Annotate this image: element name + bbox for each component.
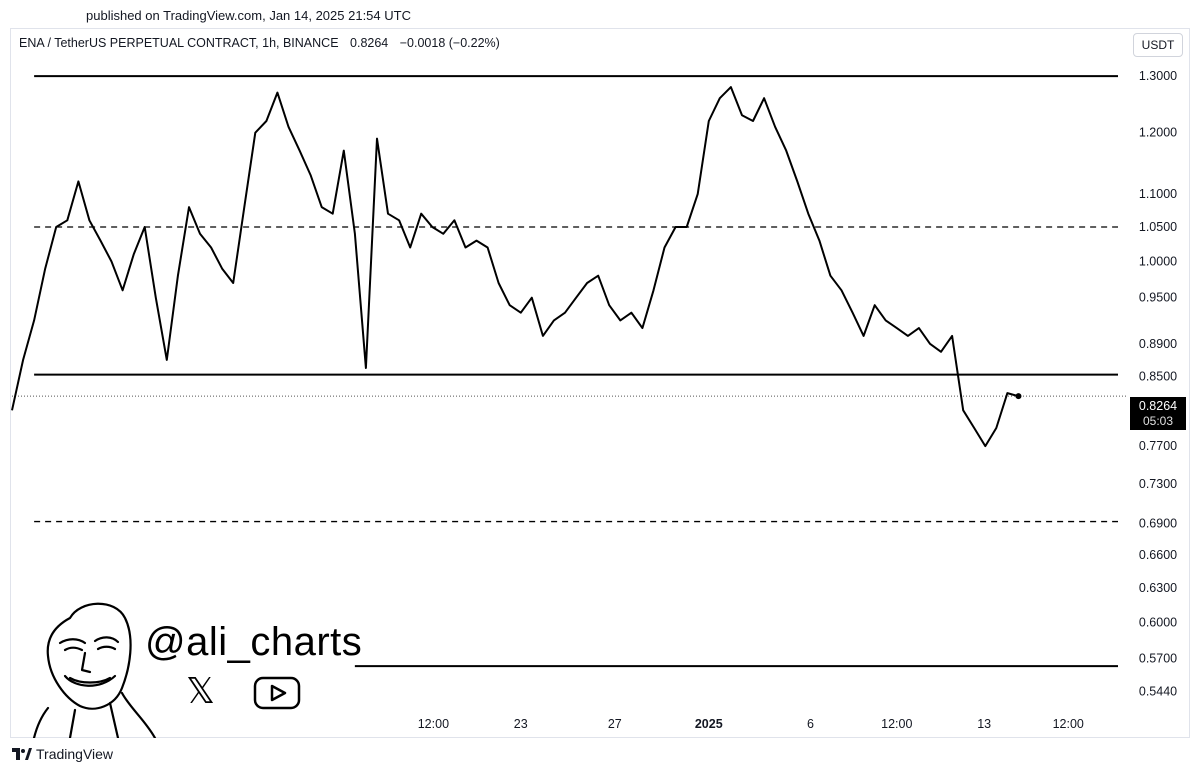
symbol-info: ENA / TetherUS PERPETUAL CONTRACT, 1h, B… xyxy=(19,36,508,50)
y-tick-label: 1.0500 xyxy=(1139,220,1177,234)
youtube-icon[interactable] xyxy=(253,676,301,710)
tradingview-footer[interactable]: TradingView xyxy=(12,746,113,762)
y-tick-label: 0.6000 xyxy=(1139,615,1177,629)
symbol-title[interactable]: ENA / TetherUS PERPETUAL CONTRACT, 1h, B… xyxy=(19,36,339,50)
y-tick-label: 1.1000 xyxy=(1139,187,1177,201)
tradingview-logo-icon xyxy=(12,748,32,760)
tradingview-brand: TradingView xyxy=(36,746,114,762)
x-tick-label: 6 xyxy=(807,717,814,731)
y-tick-label: 1.2000 xyxy=(1139,126,1177,140)
avatar xyxy=(32,602,157,738)
price-series-line xyxy=(11,86,1019,448)
last-price-dot xyxy=(1015,393,1022,400)
chart-frame xyxy=(10,28,1190,738)
y-tick-label: 0.8500 xyxy=(1139,369,1177,383)
y-tick-label: 0.6900 xyxy=(1139,517,1177,531)
y-tick-label: 0.7700 xyxy=(1139,439,1177,453)
horizontal-levels xyxy=(34,75,1118,668)
price-tag: 0.8264 05:03 xyxy=(1130,397,1186,430)
x-tick-label: 27 xyxy=(608,717,622,731)
y-tick-label: 1.0000 xyxy=(1139,254,1177,268)
bar-countdown: 05:03 xyxy=(1142,414,1174,428)
y-tick-label: 0.7300 xyxy=(1139,477,1177,491)
y-tick-label: 0.5700 xyxy=(1139,652,1177,666)
last-price: 0.8264 xyxy=(350,36,389,50)
x-tick-label: 13 xyxy=(977,717,991,731)
author-handle: @ali_charts xyxy=(145,620,363,664)
published-caption: published on TradingView.com, Jan 14, 20… xyxy=(86,8,411,23)
y-tick-label: 0.8900 xyxy=(1139,337,1177,351)
price-tag-value: 0.8264 xyxy=(1138,399,1178,413)
price-change: −0.0018 (−0.22%) xyxy=(399,36,500,50)
y-tick-label: 0.6300 xyxy=(1139,581,1177,595)
y-tick-label: 1.3000 xyxy=(1139,69,1177,83)
x-tick-label: 2025 xyxy=(695,717,723,731)
y-axis-ticks: 1.3000 1.2000 1.1000 1.0500 1.0000 0.9500 0.89… xyxy=(1139,69,1177,698)
x-tick-label: 12:00 xyxy=(418,717,449,731)
currency-button[interactable]: USDT xyxy=(1133,33,1183,57)
y-tick-label: 0.9500 xyxy=(1139,291,1177,305)
x-tick-label: 23 xyxy=(514,717,528,731)
x-axis-ticks: 12:00 23 27 2025 6 12:00 13 12:00 xyxy=(418,717,1084,731)
x-tick-label: 12:00 xyxy=(881,717,912,731)
y-tick-label: 0.6600 xyxy=(1139,548,1177,562)
y-tick-label: 0.5440 xyxy=(1139,685,1177,699)
x-tick-label: 12:00 xyxy=(1053,717,1084,731)
x-icon[interactable]: 𝕏 xyxy=(186,671,216,712)
